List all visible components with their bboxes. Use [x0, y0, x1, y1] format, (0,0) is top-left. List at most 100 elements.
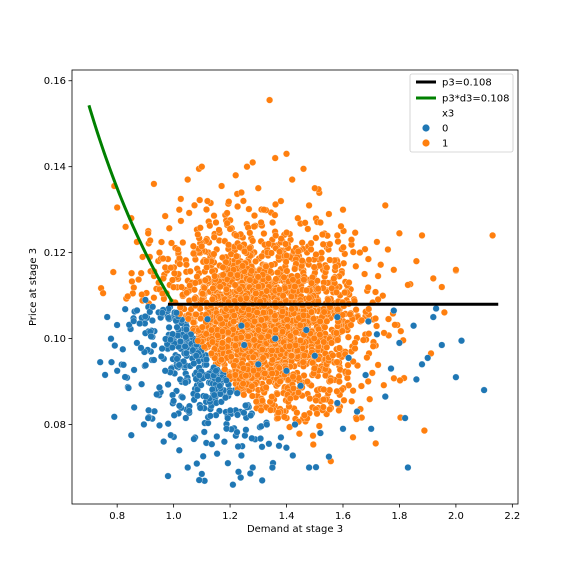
scatter-point-0	[170, 411, 178, 419]
scatter-point-1	[271, 312, 279, 320]
y-axis-ticks: 0.08 0.10 0.12 0.14 0.16	[44, 76, 72, 431]
scatter-point-1	[122, 223, 130, 231]
scatter-point-1	[313, 277, 321, 285]
scatter-point-0	[133, 306, 141, 314]
scatter-point-1	[354, 362, 361, 370]
scatter-point-1	[208, 326, 216, 334]
scatter-point-0	[167, 336, 174, 344]
scatter-point-1	[234, 271, 241, 279]
scatter-point-0	[226, 388, 234, 396]
scatter-point-1	[332, 329, 340, 337]
scatter-point-1	[150, 294, 158, 302]
scatter-point-1	[190, 286, 198, 294]
scatter-point-1	[283, 150, 290, 158]
scatter-point-1	[176, 254, 183, 262]
scatter-point-1	[268, 347, 276, 354]
scatter-point-0	[140, 420, 148, 428]
scatter-point-0	[184, 464, 192, 471]
scatter-point-1	[351, 345, 359, 352]
y-tick-label: 0.08	[44, 420, 66, 431]
scatter-point-0	[223, 425, 230, 433]
scatter-point-1	[283, 229, 291, 237]
scatter-point-1	[272, 275, 280, 283]
scatter-point-1	[217, 356, 225, 364]
scatter-point-1	[368, 369, 376, 377]
scatter-point-0	[206, 412, 214, 420]
scatter-point-0	[214, 376, 222, 384]
scatter-point-1	[109, 268, 117, 276]
scatter-point-1	[264, 274, 272, 282]
scatter-point-0	[182, 333, 190, 341]
scatter-point-1	[186, 267, 194, 275]
scatter-point-1	[358, 316, 366, 324]
scatter-point-1	[210, 212, 218, 220]
scatter-point-0	[193, 392, 201, 400]
scatter-point-1	[309, 441, 317, 448]
scatter-point-1	[326, 386, 334, 394]
legend: p3=0.108 p3*d3=0.108 x3 0 1	[409, 73, 514, 153]
scatter-point-1	[241, 248, 249, 255]
scatter-point-1	[323, 317, 331, 325]
scatter-point-1	[214, 331, 222, 339]
scatter-point-0	[136, 320, 144, 327]
scatter-point-0	[96, 358, 104, 366]
scatter-point-1	[333, 288, 340, 296]
scatter-point-0	[137, 344, 145, 352]
scatter-point-1	[291, 283, 299, 291]
scatter-point-0	[240, 341, 248, 349]
scatter-point-1	[202, 257, 210, 265]
scatter-point-1	[170, 269, 178, 277]
scatter-point-0	[226, 406, 234, 414]
scatter-point-1	[264, 332, 272, 340]
scatter-point-1	[219, 263, 227, 271]
scatter-point-1	[198, 323, 206, 331]
scatter-point-1	[177, 195, 185, 203]
scatter-point-1	[339, 243, 347, 251]
scatter-point-1	[254, 283, 262, 291]
scatter-point-0	[110, 413, 118, 421]
scatter-point-0	[198, 470, 206, 478]
scatter-point-1	[380, 329, 388, 337]
scatter-point-1	[283, 252, 290, 260]
scatter-point-1	[274, 409, 282, 416]
scatter-point-1	[254, 184, 262, 192]
scatter-point-1	[174, 246, 182, 254]
scatter-point-0	[362, 371, 370, 379]
scatter-point-1	[179, 239, 187, 246]
scatter-point-0	[204, 419, 212, 427]
scatter-point-1	[169, 276, 176, 284]
scatter-point-0	[175, 446, 183, 454]
scatter-point-1	[257, 406, 265, 414]
scatter-point-1	[218, 327, 226, 335]
scatter-point-0	[150, 356, 158, 364]
scatter-point-0	[125, 384, 132, 392]
scatter-point-1	[397, 327, 405, 335]
scatter-point-1	[279, 292, 287, 300]
scatter-point-0	[179, 393, 187, 401]
scatter-point-1	[374, 272, 382, 280]
scatter-point-0	[107, 335, 115, 343]
scatter-point-0	[237, 322, 245, 330]
scatter-point-1	[219, 271, 227, 279]
scatter-point-1	[300, 276, 308, 284]
scatter-point-1	[288, 352, 295, 360]
scatter-point-1	[191, 201, 198, 209]
scatter-point-1	[304, 225, 312, 233]
scatter-point-1	[194, 231, 202, 238]
scatter-point-1	[216, 315, 224, 323]
scatter-point-0	[113, 321, 121, 329]
scatter-point-1	[198, 163, 206, 171]
scatter-point-1	[320, 386, 328, 393]
scatter-point-0	[197, 381, 205, 389]
scatter-point-1	[206, 222, 214, 230]
scatter-point-1	[212, 219, 220, 226]
scatter-point-1	[320, 396, 327, 404]
scatter-point-1	[221, 365, 229, 373]
scatter-point-1	[175, 206, 183, 214]
scatter-point-1	[292, 328, 300, 336]
scatter-point-1	[249, 158, 257, 166]
scatter-point-1	[312, 234, 320, 242]
scatter-point-0	[246, 470, 254, 477]
scatter-point-1	[309, 432, 317, 440]
